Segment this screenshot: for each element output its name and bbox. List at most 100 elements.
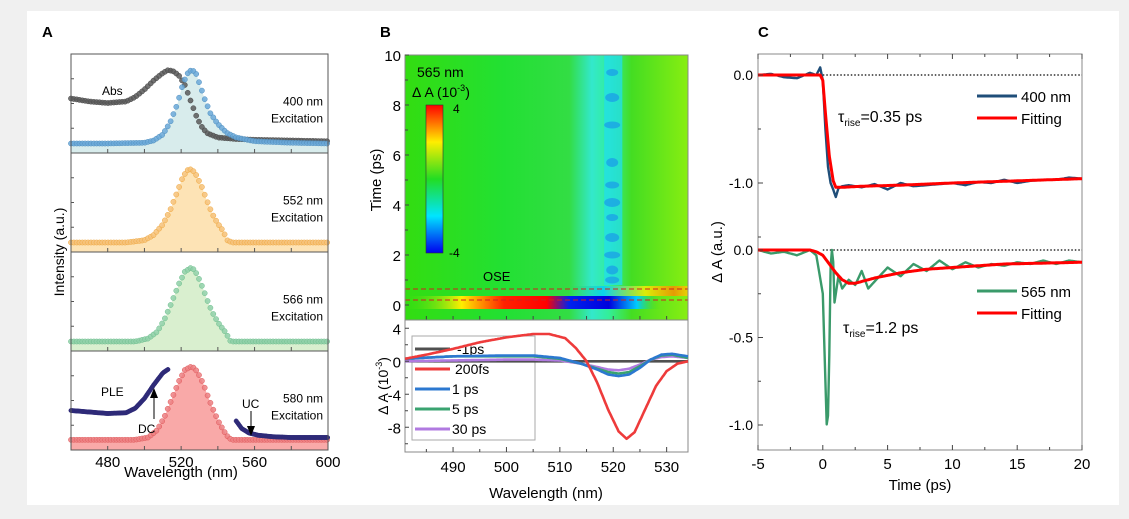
data-point bbox=[164, 405, 171, 412]
data-point bbox=[176, 73, 182, 79]
excitation-label: 400 nm bbox=[283, 94, 323, 108]
data-point bbox=[221, 328, 228, 334]
data-point bbox=[190, 105, 197, 112]
y-tick-label: -1.0 bbox=[729, 417, 753, 433]
x-tick-label: 520 bbox=[601, 459, 626, 476]
band-blob bbox=[606, 214, 619, 221]
data-point bbox=[199, 378, 205, 384]
data-point bbox=[196, 276, 202, 282]
data-point bbox=[176, 378, 182, 384]
data-point bbox=[173, 103, 180, 110]
data-point bbox=[221, 429, 228, 435]
x-tick-label: 510 bbox=[547, 459, 572, 476]
data-point bbox=[153, 329, 160, 336]
data-point bbox=[162, 217, 168, 224]
panel-a-series-ple bbox=[68, 367, 171, 416]
legend-label: 400 nm bbox=[1021, 89, 1071, 106]
panel-b-xlabel: Wavelength (nm) bbox=[489, 485, 603, 502]
colorbar bbox=[425, 104, 444, 254]
panel-label-a: A bbox=[42, 24, 53, 41]
x-tick-label: 530 bbox=[654, 459, 679, 476]
data-point bbox=[193, 270, 200, 276]
data-point bbox=[216, 320, 222, 327]
legend-label: 30 ps bbox=[452, 421, 486, 437]
data-point bbox=[159, 320, 165, 327]
data-point bbox=[173, 191, 180, 198]
data-point bbox=[201, 96, 208, 103]
data-point bbox=[170, 111, 177, 117]
data-point bbox=[159, 132, 165, 138]
excitation-label: Excitation bbox=[271, 210, 323, 224]
data-point bbox=[196, 177, 202, 184]
spectrum-line-30ps bbox=[404, 355, 689, 372]
y-tick-label: -1.0 bbox=[729, 175, 753, 191]
band-blob bbox=[605, 181, 620, 189]
panel-a-fill-area bbox=[71, 70, 328, 153]
kinetics-subplot-2: 565 nm Fitting τrise=1.2 ps 0.0 -0.5 -1.0 bbox=[729, 242, 1083, 433]
data-point bbox=[224, 332, 231, 339]
kinetics-line-fitting bbox=[757, 248, 1083, 285]
y-tick-label: 0.0 bbox=[734, 242, 754, 258]
data-point bbox=[204, 199, 211, 206]
panel-label-c: C bbox=[758, 24, 769, 41]
panel-a-series-uc bbox=[233, 418, 331, 440]
data-point bbox=[181, 171, 188, 177]
data-point bbox=[167, 118, 174, 125]
legend-label: Fitting bbox=[1021, 111, 1062, 128]
panel-c-kinetics: 400 nm Fitting τrise=0.35 ps 0.0 -1.0 565 nm F… bbox=[729, 53, 1090, 473]
y-tick-label: 4 bbox=[393, 321, 401, 338]
excitation-label: 580 nm bbox=[283, 391, 323, 405]
data-point bbox=[179, 84, 185, 91]
data-point bbox=[213, 413, 219, 420]
x-tick-label: 600 bbox=[315, 454, 340, 471]
panel-a-subplot-3: 566 nm Excitation bbox=[68, 251, 330, 352]
data-point bbox=[196, 118, 202, 125]
x-tick-label: 560 bbox=[242, 454, 267, 471]
data-point bbox=[176, 94, 182, 101]
tau-rise-annotation: τrise=1.2 ps bbox=[843, 320, 918, 340]
kinetics-line-fitting bbox=[757, 73, 1083, 189]
heatmap-200fs-feature bbox=[405, 296, 688, 309]
data-point bbox=[207, 304, 214, 311]
y-tick-label: 0 bbox=[393, 298, 401, 315]
data-point bbox=[170, 295, 177, 301]
y-tick-label: -8 bbox=[388, 420, 401, 437]
data-point bbox=[207, 206, 214, 213]
data-point bbox=[221, 231, 228, 238]
excitation-label: 566 nm bbox=[283, 292, 323, 306]
spectrum-line-1ps bbox=[404, 352, 689, 378]
y-tick-label: 4 bbox=[393, 198, 401, 215]
legend-label: 5 ps bbox=[452, 401, 478, 417]
data-point bbox=[164, 123, 171, 130]
band-blob bbox=[605, 93, 620, 102]
y-tick-label: 0.0 bbox=[734, 67, 754, 83]
panel-a-series-pl-580-nm bbox=[68, 364, 330, 443]
data-point bbox=[190, 266, 197, 273]
data-point bbox=[159, 222, 165, 229]
data-point bbox=[179, 274, 185, 281]
excitation-label: Excitation bbox=[271, 408, 323, 422]
data-point bbox=[173, 385, 180, 391]
data-point bbox=[179, 176, 185, 183]
data-point bbox=[324, 140, 330, 147]
panel-a-emission-spectra: 400 nm Excitation 552 nm Excitation 566 nm Ex… bbox=[68, 53, 341, 471]
annotation-ple: PLE bbox=[101, 385, 124, 399]
data-point bbox=[199, 282, 205, 289]
heatmap-ose-feature bbox=[405, 286, 688, 296]
data-point bbox=[167, 399, 174, 405]
data-point bbox=[170, 198, 177, 205]
panel-b-heatmap-axes: 0 2 4 6 8 10 bbox=[384, 48, 668, 320]
heatmap-background bbox=[405, 55, 688, 320]
data-point bbox=[213, 316, 219, 322]
data-point bbox=[156, 325, 163, 332]
kinetics-subplot-1: 400 nm Fitting τrise=0.35 ps 0.0 -1.0 bbox=[729, 66, 1083, 199]
x-tick-label: -5 bbox=[751, 456, 764, 473]
arrow-uc-head bbox=[247, 426, 255, 436]
band-blob bbox=[604, 198, 621, 207]
panel-a-fill-area bbox=[71, 268, 328, 351]
panel-c-ylabel: Δ A (a.u.) bbox=[709, 221, 726, 283]
panel-a-series-pl-400-nm bbox=[68, 67, 330, 147]
annotation-dc: DC bbox=[138, 422, 156, 436]
